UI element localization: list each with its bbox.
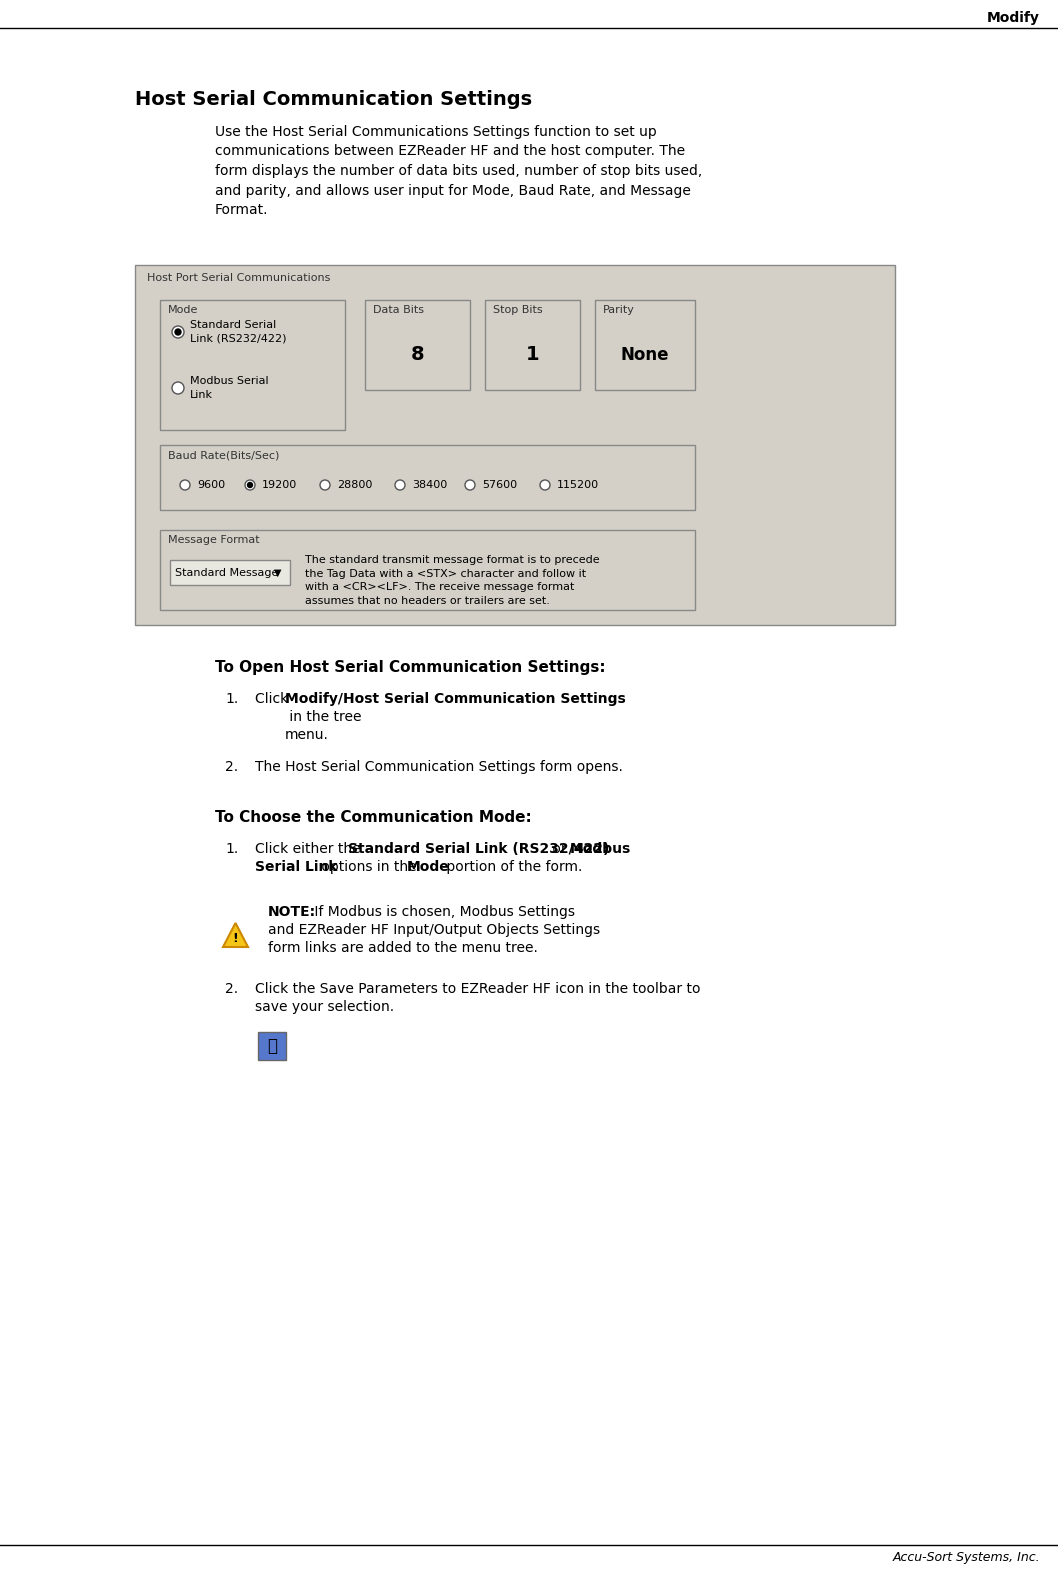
Text: To Choose the Communication Mode:: To Choose the Communication Mode: xyxy=(215,810,532,825)
Circle shape xyxy=(540,479,550,490)
Text: 1.: 1. xyxy=(225,843,238,857)
FancyBboxPatch shape xyxy=(160,530,695,610)
Text: Click: Click xyxy=(255,692,293,706)
FancyBboxPatch shape xyxy=(160,445,695,509)
Circle shape xyxy=(175,329,181,335)
Circle shape xyxy=(395,479,405,490)
Text: NOTE:: NOTE: xyxy=(268,905,316,920)
Text: or: or xyxy=(548,843,571,857)
Text: 💾: 💾 xyxy=(267,1038,277,1055)
Circle shape xyxy=(248,483,253,487)
Circle shape xyxy=(172,325,184,338)
FancyBboxPatch shape xyxy=(135,266,895,626)
Text: 38400: 38400 xyxy=(412,479,448,490)
FancyBboxPatch shape xyxy=(170,560,290,585)
Text: 57600: 57600 xyxy=(482,479,517,490)
Circle shape xyxy=(320,479,330,490)
Text: Stop Bits: Stop Bits xyxy=(493,305,543,314)
Text: Data Bits: Data Bits xyxy=(373,305,424,314)
Text: Host Port Serial Communications: Host Port Serial Communications xyxy=(147,274,330,283)
Text: Accu-Sort Systems, Inc.: Accu-Sort Systems, Inc. xyxy=(892,1552,1040,1564)
Text: Use the Host Serial Communications Settings function to set up
communications be: Use the Host Serial Communications Setti… xyxy=(215,126,703,217)
FancyBboxPatch shape xyxy=(258,1031,286,1060)
Text: The standard transmit message format is to precede
the Tag Data with a <STX> cha: The standard transmit message format is … xyxy=(305,555,600,605)
Text: 28800: 28800 xyxy=(338,479,372,490)
Text: save your selection.: save your selection. xyxy=(255,1000,395,1014)
Text: If Modbus is chosen, Modbus Settings: If Modbus is chosen, Modbus Settings xyxy=(310,905,574,920)
FancyBboxPatch shape xyxy=(160,300,345,431)
Text: Standard Serial
Link (RS232/422): Standard Serial Link (RS232/422) xyxy=(190,321,287,344)
Text: and EZReader HF Input/Output Objects Settings: and EZReader HF Input/Output Objects Set… xyxy=(268,923,600,937)
Text: form links are added to the menu tree.: form links are added to the menu tree. xyxy=(268,942,537,956)
FancyBboxPatch shape xyxy=(595,300,695,390)
Text: Modbus: Modbus xyxy=(570,843,632,857)
Text: Click the Save Parameters to EZReader HF icon in the toolbar to: Click the Save Parameters to EZReader HF… xyxy=(255,982,700,997)
Text: Mode: Mode xyxy=(407,860,450,874)
Text: menu.: menu. xyxy=(285,728,329,742)
Text: None: None xyxy=(621,346,670,365)
Text: Host Serial Communication Settings: Host Serial Communication Settings xyxy=(135,90,532,108)
Circle shape xyxy=(466,479,475,490)
Text: Mode: Mode xyxy=(168,305,199,314)
Circle shape xyxy=(172,382,184,395)
Text: Baud Rate(Bits/Sec): Baud Rate(Bits/Sec) xyxy=(168,450,279,461)
Text: 1: 1 xyxy=(526,346,540,365)
Circle shape xyxy=(180,479,190,490)
FancyBboxPatch shape xyxy=(485,300,580,390)
Text: in the tree: in the tree xyxy=(285,711,362,725)
Text: 2.: 2. xyxy=(225,759,238,773)
Text: To Open Host Serial Communication Settings:: To Open Host Serial Communication Settin… xyxy=(215,660,605,674)
Text: Parity: Parity xyxy=(603,305,635,314)
Text: portion of the form.: portion of the form. xyxy=(442,860,582,874)
Text: The Host Serial Communication Settings form opens.: The Host Serial Communication Settings f… xyxy=(255,759,623,773)
Text: Serial Link: Serial Link xyxy=(255,860,338,874)
Text: 19200: 19200 xyxy=(262,479,297,490)
Text: Modify: Modify xyxy=(987,11,1040,25)
Text: 115200: 115200 xyxy=(557,479,599,490)
Text: 9600: 9600 xyxy=(197,479,225,490)
Text: ▼: ▼ xyxy=(274,567,281,577)
Text: 1.: 1. xyxy=(225,692,238,706)
Text: Modbus Serial
Link: Modbus Serial Link xyxy=(190,376,269,399)
Text: Message Format: Message Format xyxy=(168,534,259,545)
Text: options in the: options in the xyxy=(317,860,421,874)
Text: !: ! xyxy=(233,932,238,945)
Text: Standard Message: Standard Message xyxy=(175,567,278,577)
FancyBboxPatch shape xyxy=(365,300,470,390)
Text: Click either the: Click either the xyxy=(255,843,365,857)
Polygon shape xyxy=(223,923,248,946)
Text: 8: 8 xyxy=(411,346,424,365)
Circle shape xyxy=(245,479,255,490)
Text: Standard Serial Link (RS232/422): Standard Serial Link (RS232/422) xyxy=(348,843,609,857)
Text: Modify/Host Serial Communication Settings: Modify/Host Serial Communication Setting… xyxy=(285,692,625,706)
Text: 2.: 2. xyxy=(225,982,238,997)
